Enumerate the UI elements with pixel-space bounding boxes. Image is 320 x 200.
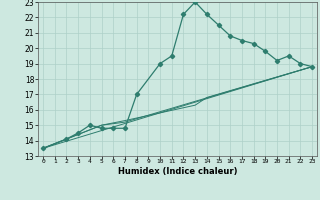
X-axis label: Humidex (Indice chaleur): Humidex (Indice chaleur) bbox=[118, 167, 237, 176]
